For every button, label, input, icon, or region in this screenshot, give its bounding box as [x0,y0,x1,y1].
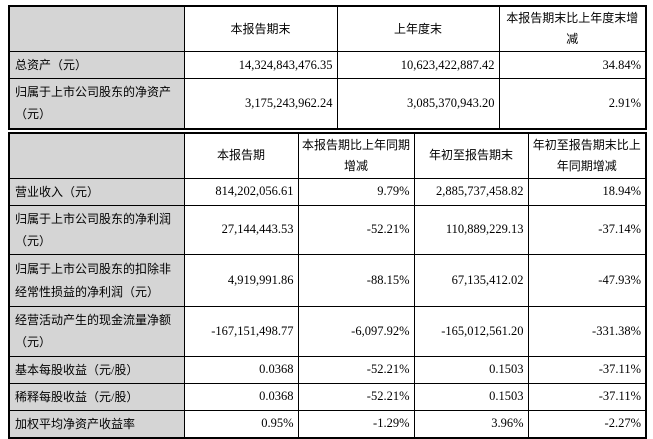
column-header-current-period-end: 本报告期末 [183,5,338,52]
cell-value: -37.11% [527,382,647,411]
cell-value: -1.29% [297,409,415,439]
column-header-year-to-date: 年初至报告期末 [413,132,529,179]
table-row-net-profit: 归属于上市公司股东的净利润（元） 27,144,443.53 -52.21% 1… [8,204,647,256]
cell-value: 2,885,737,458.82 [413,177,529,206]
table-row-operating-revenue: 营业收入（元） 814,202,056.61 9.79% 2,885,737,4… [8,177,647,206]
row-label: 归属于上市公司股东的净资产（元） [8,78,185,130]
reporting-period-table: 本报告期 本报告期比上年同期增减 年初至报告期末 年初至报告期末比上年同期增减 … [8,131,647,439]
cell-value: 3,085,370,943.20 [336,78,500,130]
table-row-net-profit-excl-nonrecurring: 归属于上市公司股东的扣除非经常性损益的净利润（元） 4,919,991.86 -… [8,254,647,308]
cell-value: 0.1503 [413,355,529,384]
row-label: 基本每股收益（元/股） [8,355,185,384]
cell-value: -167,151,498.77 [183,306,299,357]
corner-cell [8,132,185,179]
cell-value: -37.11% [527,355,647,384]
table-row-total-assets: 总资产（元） 14,324,843,476.35 10,623,422,887.… [8,50,647,80]
cell-value: -2.27% [527,409,647,439]
table-header-row: 本报告期 本报告期比上年同期增减 年初至报告期末 年初至报告期末比上年同期增减 [8,132,647,179]
cell-value: 0.95% [183,409,299,439]
cell-value: -88.15% [297,254,415,308]
row-label: 归属于上市公司股东的净利润（元） [8,204,185,256]
table-row-operating-cash-flow: 经营活动产生的现金流量净额（元） -167,151,498.77 -6,097.… [8,306,647,357]
cell-value: 110,889,229.13 [413,204,529,256]
column-header-change-vs-prior-period: 本报告期比上年同期增减 [297,132,415,179]
row-label: 营业收入（元） [8,177,185,206]
row-label: 归属于上市公司股东的扣除非经常性损益的净利润（元） [8,254,185,308]
row-label: 总资产（元） [8,50,185,80]
row-label: 经营活动产生的现金流量净额（元） [8,306,185,357]
table-row-basic-eps: 基本每股收益（元/股） 0.0368 -52.21% 0.1503 -37.11… [8,355,647,384]
cell-value: 0.1503 [413,382,529,411]
cell-value: -6,097.92% [297,306,415,357]
table-row-net-assets: 归属于上市公司股东的净资产（元） 3,175,243,962.24 3,085,… [8,78,647,130]
corner-cell [8,5,185,52]
cell-value: 67,135,412.02 [413,254,529,308]
cell-value: -47.93% [527,254,647,308]
cell-value: 18.94% [527,177,647,206]
cell-value: 3,175,243,962.24 [183,78,338,130]
financial-summary-section: 本报告期末 上年度末 本报告期末比上年度末增减 总资产（元） 14,324,84… [8,5,647,439]
row-label: 加权平均净资产收益率 [8,409,185,439]
cell-value: 0.0368 [183,382,299,411]
cell-value: 10,623,422,887.42 [336,50,500,80]
table-header-row: 本报告期末 上年度末 本报告期末比上年度末增减 [8,5,647,52]
table-row-diluted-eps: 稀释每股收益（元/股） 0.0368 -52.21% 0.1503 -37.11… [8,382,647,411]
period-end-table: 本报告期末 上年度末 本报告期末比上年度末增减 总资产（元） 14,324,84… [8,5,647,130]
cell-value: -52.21% [297,355,415,384]
cell-value: 2.91% [498,78,647,130]
column-header-prior-year-end: 上年度末 [336,5,500,52]
cell-value: -52.21% [297,382,415,411]
column-header-change-vs-prior-year-end: 本报告期末比上年度末增减 [498,5,647,52]
cell-value: 0.0368 [183,355,299,384]
cell-value: 14,324,843,476.35 [183,50,338,80]
cell-value: 3.96% [413,409,529,439]
cell-value: 27,144,443.53 [183,204,299,256]
cell-value: -165,012,561.20 [413,306,529,357]
cell-value: -37.14% [527,204,647,256]
column-header-ytd-change-vs-prior: 年初至报告期末比上年同期增减 [527,132,647,179]
cell-value: 4,919,991.86 [183,254,299,308]
cell-value: -52.21% [297,204,415,256]
table-row-weighted-avg-roe: 加权平均净资产收益率 0.95% -1.29% 3.96% -2.27% [8,409,647,439]
cell-value: 814,202,056.61 [183,177,299,206]
column-header-current-period: 本报告期 [183,132,299,179]
cell-value: -331.38% [527,306,647,357]
row-label: 稀释每股收益（元/股） [8,382,185,411]
cell-value: 9.79% [297,177,415,206]
cell-value: 34.84% [498,50,647,80]
